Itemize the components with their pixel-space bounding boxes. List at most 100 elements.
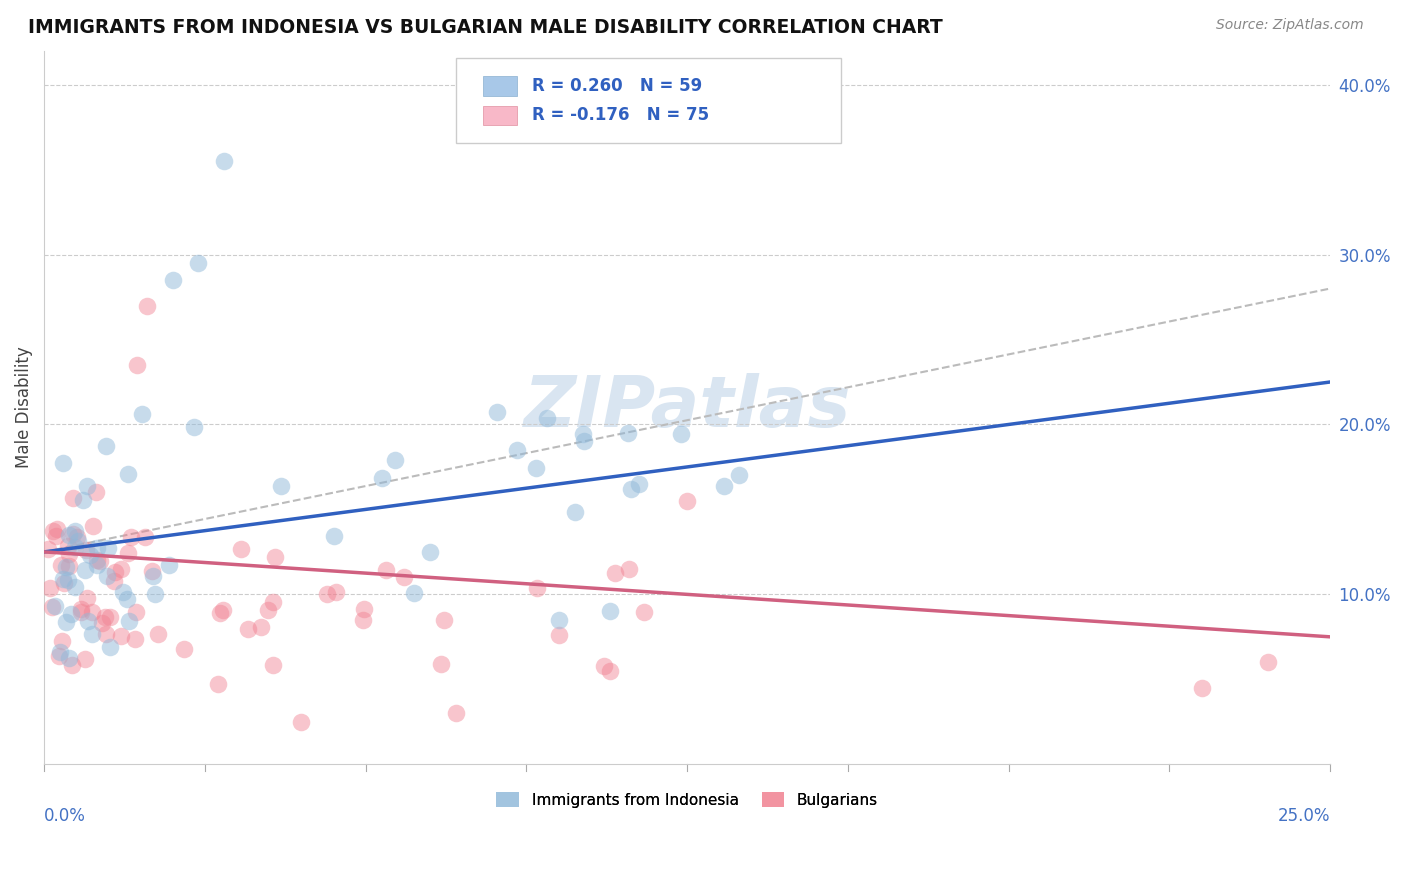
Point — [603, 566, 626, 580]
Point — [39, 582, 62, 596]
Point — [676, 494, 699, 508]
Point — [70, 602, 93, 616]
Point — [58, 558, 80, 573]
Point — [547, 613, 569, 627]
Point — [402, 585, 425, 599]
Point — [48, 649, 70, 664]
Point — [75, 563, 97, 577]
Point — [86, 541, 108, 555]
Point — [617, 426, 640, 441]
Point — [63, 524, 86, 539]
Text: 25.0%: 25.0% — [1278, 807, 1330, 825]
Text: IMMIGRANTS FROM INDONESIA VS BULGARIAN MALE DISABILITY CORRELATION CHART: IMMIGRANTS FROM INDONESIA VS BULGARIAN M… — [28, 18, 943, 37]
Point — [353, 602, 375, 616]
Point — [72, 492, 94, 507]
Point — [212, 603, 235, 617]
Point — [352, 613, 374, 627]
Point — [162, 273, 184, 287]
Point — [134, 530, 156, 544]
Point — [58, 547, 80, 561]
Text: R = 0.260   N = 59: R = 0.260 N = 59 — [531, 77, 702, 95]
Point — [433, 613, 456, 627]
Point — [236, 623, 259, 637]
Point — [86, 558, 108, 573]
Point — [571, 426, 593, 441]
Point — [212, 154, 235, 169]
Point — [141, 564, 163, 578]
Point — [727, 468, 749, 483]
Point — [250, 620, 273, 634]
Point — [125, 358, 148, 372]
Point — [73, 651, 96, 665]
Point — [187, 256, 209, 270]
Point — [117, 467, 139, 481]
Point — [60, 657, 83, 672]
Legend: Immigrants from Indonesia, Bulgarians: Immigrants from Indonesia, Bulgarians — [491, 786, 884, 814]
Point — [75, 543, 97, 558]
Point — [136, 299, 159, 313]
Point — [98, 610, 121, 624]
Point — [104, 566, 127, 580]
Point — [209, 606, 232, 620]
Point — [375, 563, 398, 577]
Point — [157, 558, 180, 573]
Point — [384, 452, 406, 467]
Point — [599, 664, 621, 678]
Point — [290, 714, 312, 729]
Point — [58, 650, 80, 665]
Point — [97, 541, 120, 556]
Point — [485, 405, 508, 419]
Point — [619, 562, 641, 576]
Point — [94, 439, 117, 453]
Point — [120, 531, 142, 545]
Point — [524, 460, 547, 475]
Point — [62, 491, 84, 506]
Point — [56, 573, 79, 587]
Point — [620, 482, 643, 496]
Point — [76, 479, 98, 493]
Point — [263, 550, 285, 565]
Point — [55, 560, 77, 574]
Point — [79, 548, 101, 562]
Point — [669, 426, 692, 441]
Point — [444, 706, 467, 721]
Point — [96, 568, 118, 582]
Point — [1257, 656, 1279, 670]
Point — [65, 580, 87, 594]
Point — [262, 594, 284, 608]
Point — [76, 591, 98, 605]
Point — [80, 605, 103, 619]
Point — [392, 570, 415, 584]
Point — [564, 505, 586, 519]
Point — [52, 456, 75, 470]
Point — [62, 527, 84, 541]
Point — [51, 634, 73, 648]
Point — [173, 641, 195, 656]
Point — [256, 603, 278, 617]
Point — [574, 434, 596, 449]
Point — [89, 554, 111, 568]
Text: Source: ZipAtlas.com: Source: ZipAtlas.com — [1216, 18, 1364, 32]
Point — [45, 529, 67, 543]
Point — [59, 607, 82, 621]
Point — [41, 599, 63, 614]
Point — [118, 614, 141, 628]
Point — [1191, 681, 1213, 695]
Point — [80, 626, 103, 640]
Point — [419, 545, 441, 559]
Point — [77, 614, 100, 628]
Point — [111, 584, 134, 599]
Text: 0.0%: 0.0% — [44, 807, 86, 825]
Point — [48, 645, 70, 659]
Point — [63, 540, 86, 554]
Point — [142, 569, 165, 583]
Point — [207, 676, 229, 690]
Y-axis label: Male Disability: Male Disability — [15, 347, 32, 468]
Point — [96, 626, 118, 640]
Point — [526, 581, 548, 595]
Point — [628, 477, 651, 491]
FancyBboxPatch shape — [482, 77, 517, 95]
Point — [262, 658, 284, 673]
Point — [131, 407, 153, 421]
Point — [52, 576, 75, 591]
